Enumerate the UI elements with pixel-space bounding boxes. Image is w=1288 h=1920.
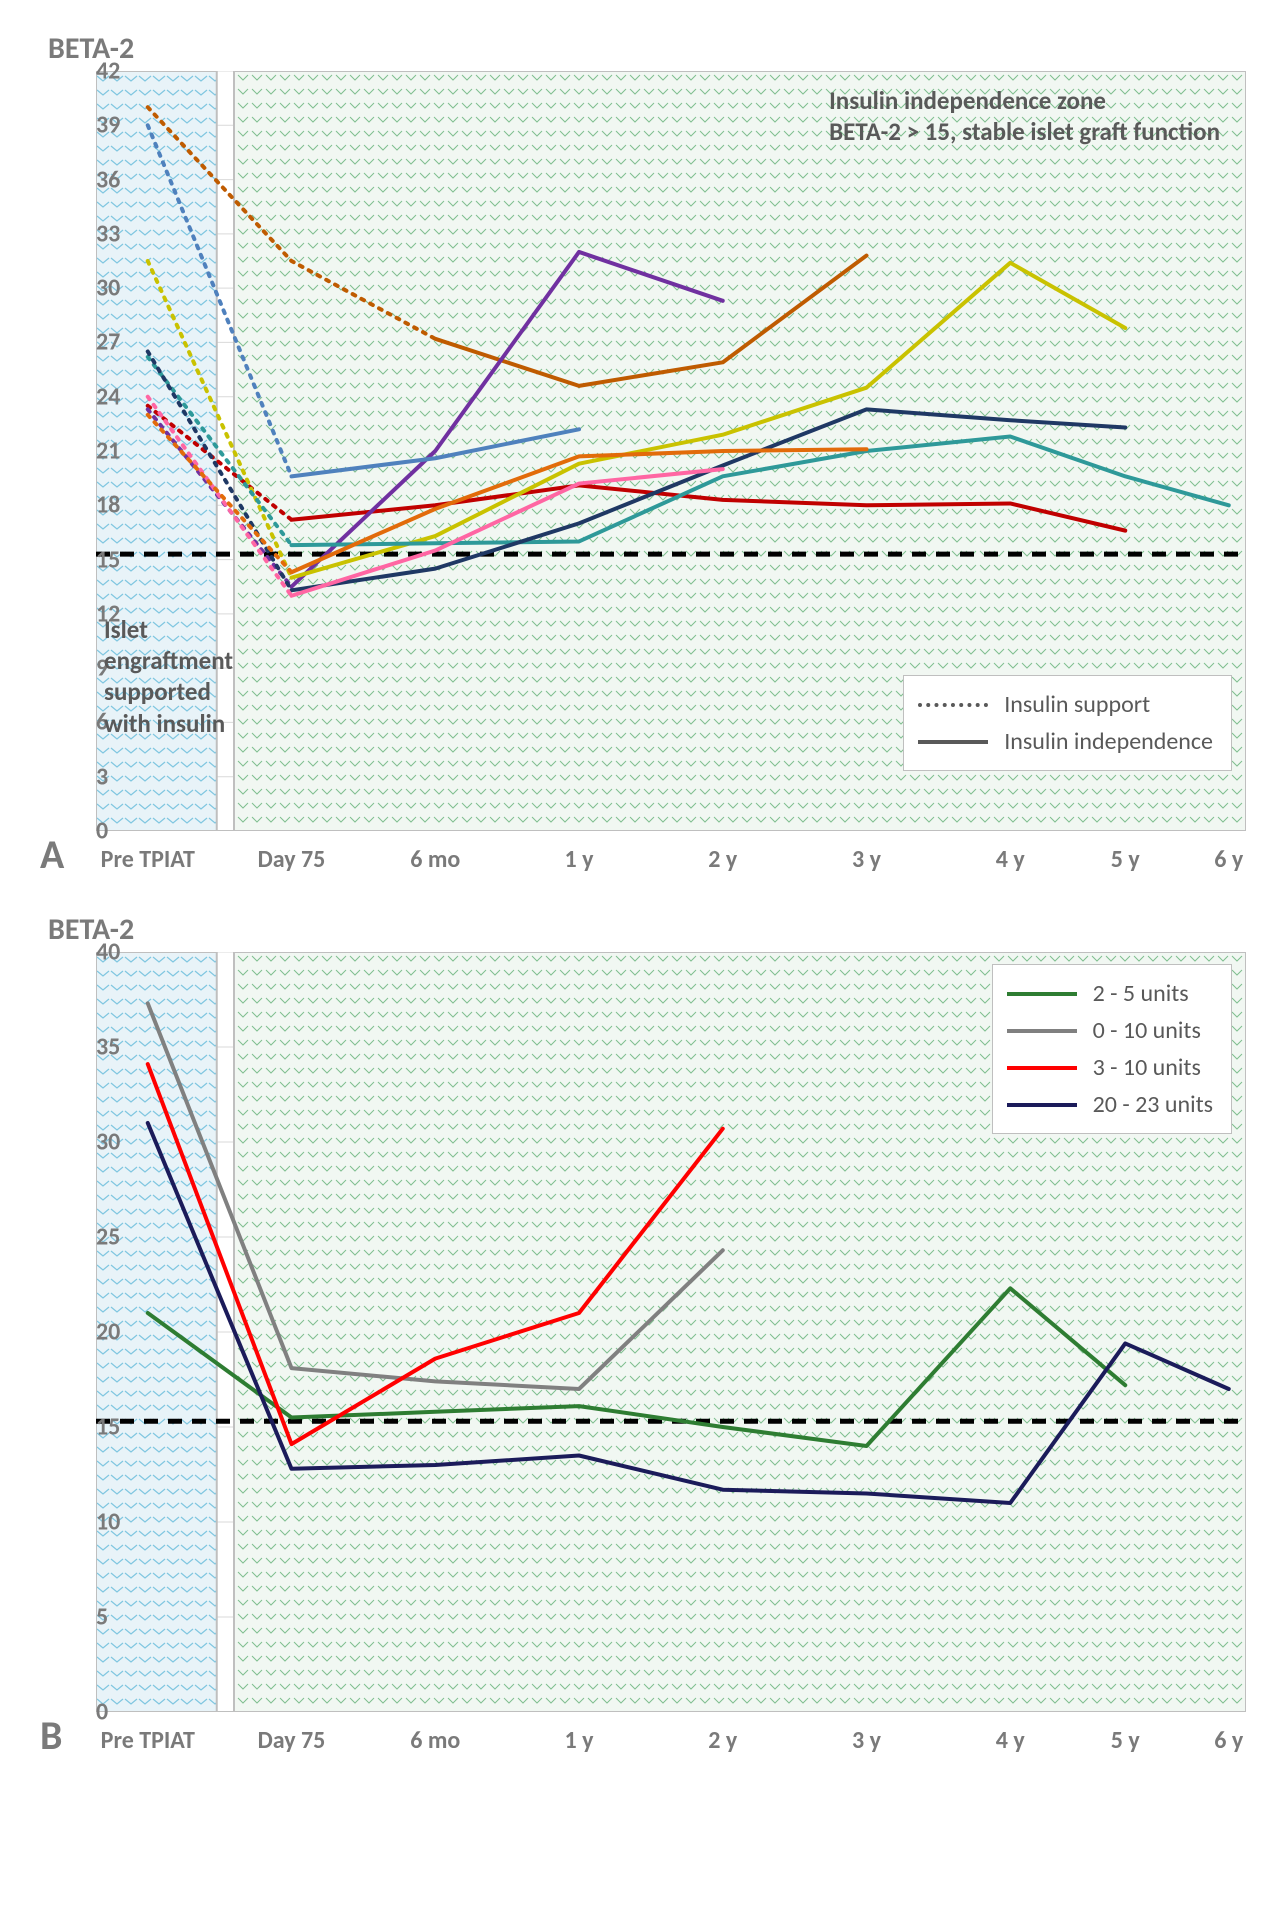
chart-a-annotation-top: Insulin independence zoneBETA-2 > 15, st… [829,85,1220,148]
chart-a-plot: 03691215182124273033363942Pre TPIATDay 7… [96,71,1246,831]
x-tick-label: Day 75 [258,1726,326,1755]
y-tick-label: 3 [96,762,108,791]
page: BETA-2 03691215182124273033363942Pre TPI… [0,0,1288,1832]
chart-b-panel-letter: B [40,1711,62,1760]
x-tick-label: 3 y [852,845,881,874]
legend-label: 3 - 10 units [1093,1053,1201,1082]
legend-label: Insulin independence [1004,727,1213,756]
chart-b-wrap: BETA-2 0510152025303540Pre TPIATDay 756 … [40,911,1248,1712]
x-tick-label: 3 y [852,1726,881,1755]
x-axis: Pre TPIAT Day 75 6 mo 1 y 2 y 3 y 4 y 5 y 6 y [96,831,1246,871]
y-tick-label: 20 [96,1318,108,1347]
legend-item: Insulin support [918,686,1213,723]
y-tick-label: 24 [96,382,108,411]
x-tick-label: 2 y [708,845,737,874]
legend-swatch [918,740,988,744]
x-tick-label: 4 y [996,845,1025,874]
y-tick-label: 21 [96,437,108,466]
legend-label: Insulin support [1004,690,1150,719]
legend-label: 0 - 10 units [1093,1016,1201,1045]
chart-b-legend: 2 - 5 units 0 - 10 units 3 - 10 units 20 - … [992,964,1232,1134]
legend-swatch [1007,1103,1077,1107]
y-tick-label: 15 [96,1413,108,1442]
y-tick-label: 27 [96,328,108,357]
legend-item: 3 - 10 units [1007,1049,1213,1086]
x-tick-label: Day 75 [258,845,326,874]
chart-a-wrap: BETA-2 03691215182124273033363942Pre TPI… [40,30,1248,831]
legend-label: 2 - 5 units [1093,979,1189,1008]
legend-label: 20 - 23 units [1093,1090,1213,1119]
y-tick-label: 30 [96,1128,108,1157]
chart-b-y-title: BETA-2 [48,911,1248,948]
legend-item: 0 - 10 units [1007,1012,1213,1049]
legend-swatch [918,703,988,707]
legend-item: 20 - 23 units [1007,1086,1213,1123]
x-tick-label: 6 mo [410,1726,460,1755]
chart-b-plot: 0510152025303540Pre TPIATDay 756 mo1 y2 … [96,952,1246,1712]
y-tick-label: 36 [96,165,108,194]
x-axis: Pre TPIAT Day 75 6 mo 1 y 2 y 3 y 4 y 5 y 6 y [96,1712,1246,1752]
y-tick-label: 33 [96,219,108,248]
y-tick-label: 40 [96,938,108,967]
x-tick-label: 1 y [565,1726,594,1755]
legend-item: 2 - 5 units [1007,975,1213,1012]
chart-a-y-title: BETA-2 [48,30,1248,67]
x-tick-label: Pre TPIAT [101,1726,195,1755]
y-tick-label: 10 [96,1508,108,1537]
y-tick-label: 35 [96,1033,108,1062]
y-tick-label: 25 [96,1223,108,1252]
x-tick-label: 4 y [996,1726,1025,1755]
legend-swatch [1007,992,1077,996]
legend-item: Insulin independence [918,723,1213,760]
x-tick-label: 6 mo [410,845,460,874]
chart-a-legend: Insulin support Insulin independence [903,675,1232,771]
y-tick-label: 39 [96,111,108,140]
y-tick-label: 42 [96,57,108,86]
chart-a-panel-letter: A [40,830,64,879]
x-tick-label: 6 y [1214,845,1243,874]
x-tick-label: 6 y [1214,1726,1243,1755]
y-tick-label: 15 [96,545,108,574]
x-tick-label: 1 y [565,845,594,874]
legend-swatch [1007,1029,1077,1033]
x-tick-label: 5 y [1111,845,1140,874]
chart-a-annotation-bottom-left: Isletengraftmentsupportedwith insulin [104,614,233,739]
x-tick-label: 2 y [708,1726,737,1755]
legend-swatch [1007,1066,1077,1070]
x-tick-label: Pre TPIAT [101,845,195,874]
y-tick-label: 30 [96,274,108,303]
y-tick-label: 5 [96,1603,108,1632]
x-tick-label: 5 y [1111,1726,1140,1755]
y-tick-label: 18 [96,491,108,520]
